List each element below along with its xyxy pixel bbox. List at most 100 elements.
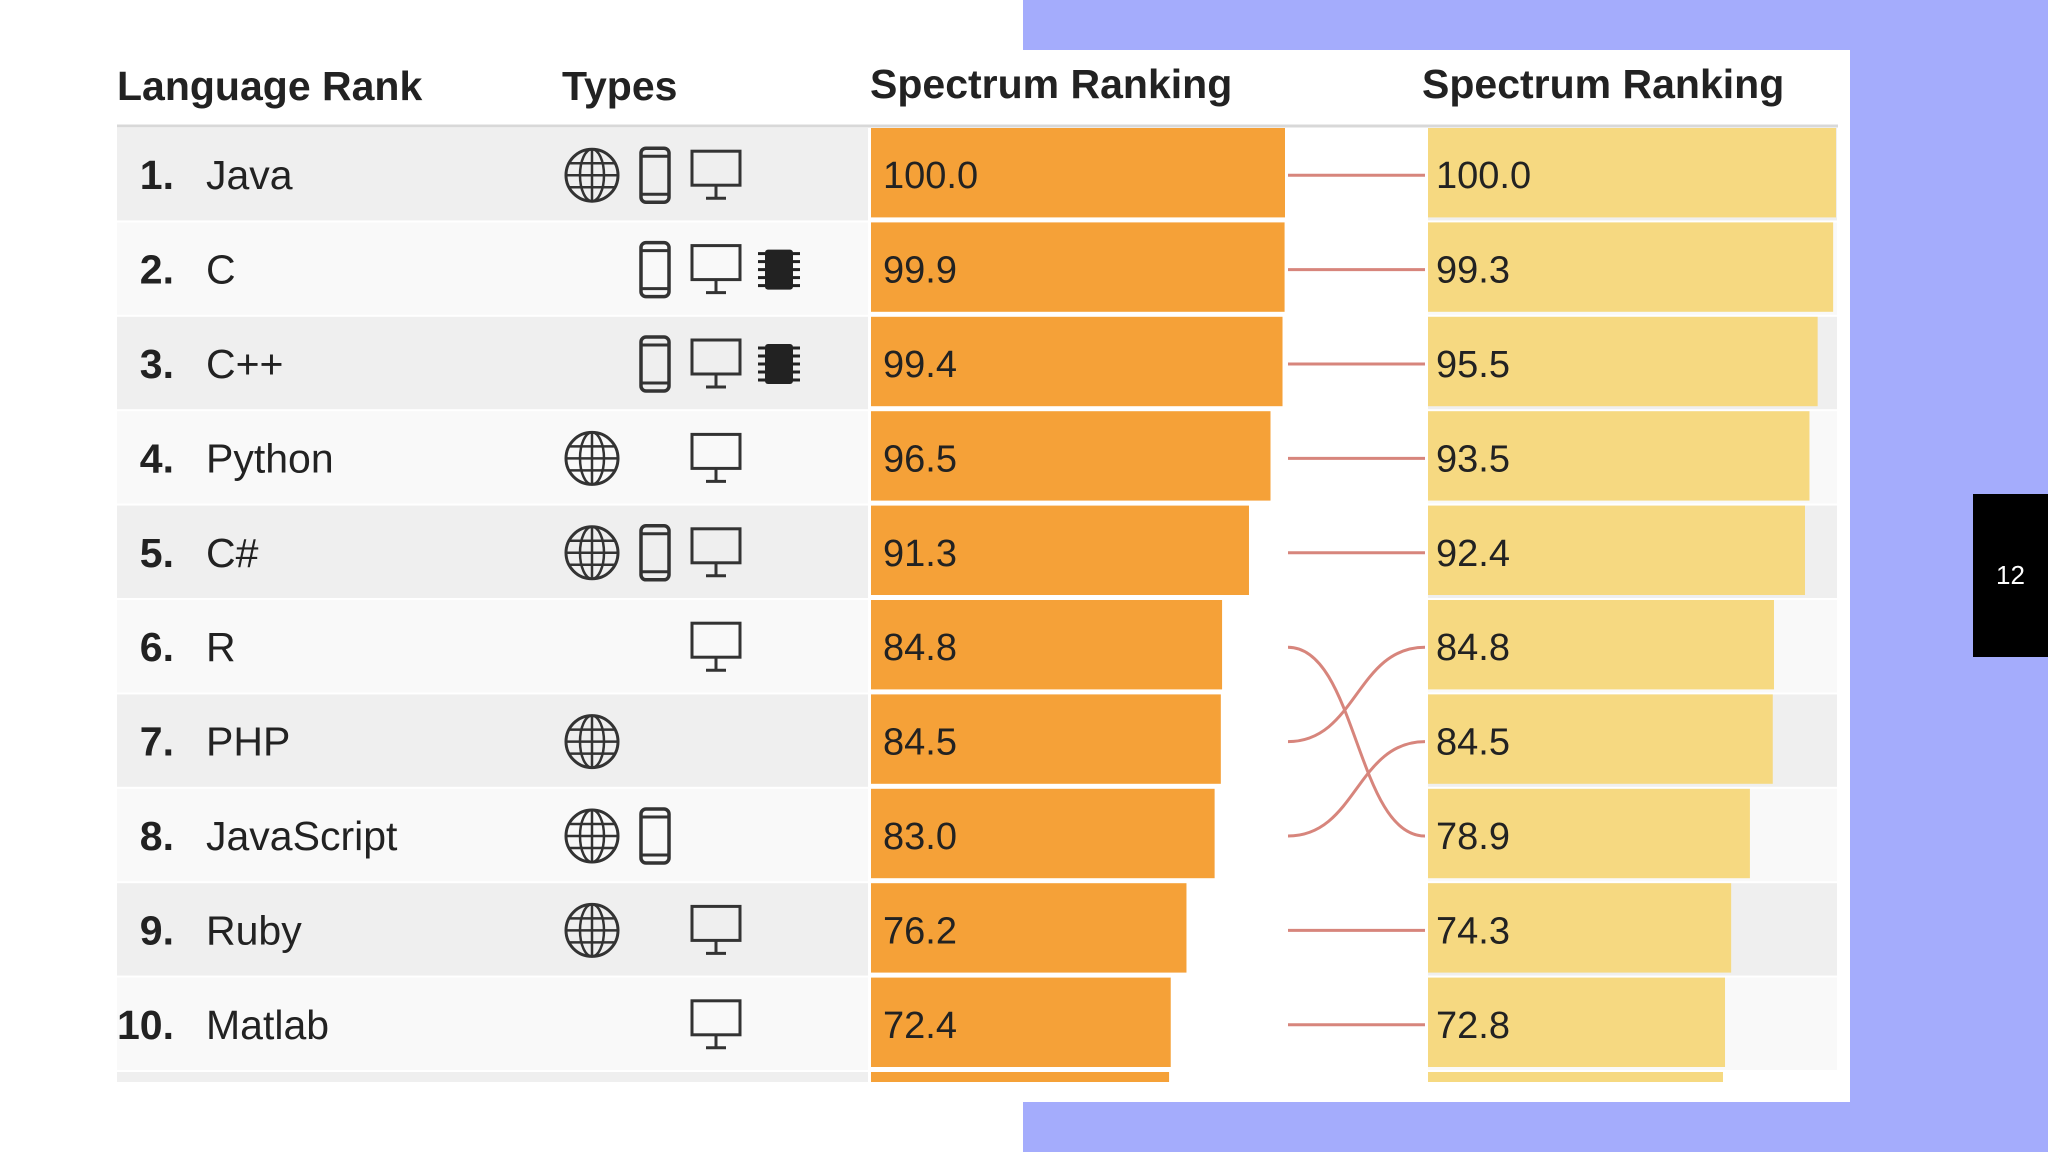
header-spectrum-ranking-left: Spectrum Ranking — [870, 61, 1232, 107]
right-bar — [1428, 411, 1810, 501]
language-name: JavaScript — [206, 813, 398, 859]
row-background — [117, 1072, 868, 1082]
rank-link-line — [1287, 740, 1426, 838]
left-bar-label: 83.0 — [883, 816, 957, 858]
rank-number: 7. — [140, 719, 174, 765]
desktop-icon — [690, 999, 742, 1050]
right-bar-label: 95.5 — [1436, 344, 1510, 386]
left-bar — [871, 883, 1187, 973]
language-name: C# — [206, 530, 259, 576]
left-bar — [871, 977, 1171, 1067]
right-bar-label: 84.5 — [1436, 722, 1510, 764]
mobile-icon — [639, 146, 671, 204]
left-bar — [871, 505, 1249, 595]
right-bar — [1428, 222, 1834, 312]
mobile-icon — [639, 807, 671, 865]
right-bar — [1428, 505, 1805, 595]
rank-number: 6. — [140, 624, 174, 670]
rank-number: 4. — [140, 435, 174, 481]
desktop-icon — [690, 244, 742, 295]
language-name: Java — [206, 152, 293, 198]
rank-number: 5. — [140, 530, 174, 576]
rank-number: 3. — [140, 341, 174, 387]
right-bar — [1428, 694, 1773, 784]
row-background — [117, 788, 868, 882]
web-icon — [564, 147, 620, 203]
mobile-icon — [639, 524, 671, 582]
right-bar-label: 84.8 — [1436, 627, 1510, 669]
right-bar — [1428, 600, 1774, 690]
row-background — [117, 600, 868, 693]
rank-link-line — [1287, 645, 1426, 744]
right-bar-label: 74.3 — [1436, 910, 1510, 952]
left-bar — [871, 316, 1283, 407]
header-language-rank: Language Rank — [117, 63, 422, 109]
left-bar — [871, 128, 1285, 218]
language-name: R — [206, 624, 236, 670]
row-background — [117, 505, 868, 598]
web-icon — [564, 902, 620, 958]
left-bar — [871, 600, 1223, 690]
left-bar-label: 76.2 — [883, 910, 957, 952]
right-bar-partial — [1428, 1072, 1723, 1082]
language-name: Ruby — [206, 907, 302, 953]
desktop-icon — [690, 432, 742, 483]
left-bar-label: 100.0 — [883, 155, 978, 197]
left-bar-label: 72.4 — [883, 1005, 957, 1047]
right-bar-label: 93.5 — [1436, 438, 1510, 480]
left-bar-partial — [871, 1072, 1170, 1082]
right-bar-label: 92.4 — [1436, 533, 1510, 575]
web-icon — [564, 525, 620, 581]
left-bar — [871, 788, 1215, 879]
desktop-icon — [690, 338, 742, 389]
header-spectrum-ranking-right: Spectrum Ranking — [1422, 61, 1784, 107]
right-bar-label: 72.8 — [1436, 1005, 1510, 1047]
right-bar — [1428, 883, 1732, 973]
language-name: Python — [206, 435, 334, 481]
bottom-margin — [0, 1102, 1023, 1152]
web-icon — [564, 430, 620, 486]
page-number-badge: 12 — [1973, 494, 2048, 657]
rank-number: 9. — [140, 907, 174, 953]
right-bar-label: 78.9 — [1436, 816, 1510, 858]
row-background — [117, 977, 868, 1070]
desktop-icon — [690, 149, 742, 200]
web-icon — [564, 714, 620, 770]
right-bar — [1428, 977, 1726, 1067]
right-bar — [1428, 788, 1750, 879]
left-bar-label: 96.5 — [883, 438, 957, 480]
left-bar-label: 99.9 — [883, 250, 957, 292]
language-name: PHP — [206, 719, 290, 765]
left-bar-label: 91.3 — [883, 533, 957, 575]
desktop-icon — [690, 527, 742, 578]
rank-number: 10. — [117, 1002, 174, 1048]
web-icon — [564, 808, 620, 864]
left-bar — [871, 411, 1271, 501]
header-types: Types — [562, 63, 677, 109]
embedded-icon — [758, 344, 800, 384]
row-background — [117, 411, 868, 504]
language-name: C — [206, 247, 236, 293]
mobile-icon — [639, 335, 671, 393]
mobile-icon — [639, 240, 671, 299]
language-name: Matlab — [206, 1002, 329, 1048]
left-bar-label: 84.5 — [883, 722, 957, 764]
desktop-icon — [690, 621, 742, 672]
rank-number: 2. — [140, 247, 174, 293]
row-background — [117, 222, 868, 315]
rank-number: 8. — [140, 813, 174, 859]
top-margin — [0, 0, 1023, 50]
left-bar — [871, 222, 1285, 312]
right-bar-label: 99.3 — [1436, 250, 1510, 292]
rank-number: 1. — [140, 152, 174, 198]
row-background — [117, 694, 868, 787]
left-bar — [871, 694, 1221, 784]
left-bar-label: 99.4 — [883, 344, 957, 386]
right-bar — [1428, 128, 1836, 218]
page-number: 12 — [1996, 560, 2025, 590]
desktop-icon — [690, 904, 742, 955]
row-background — [117, 883, 868, 976]
embedded-icon — [758, 249, 800, 290]
right-bar-label: 100.0 — [1436, 155, 1531, 197]
